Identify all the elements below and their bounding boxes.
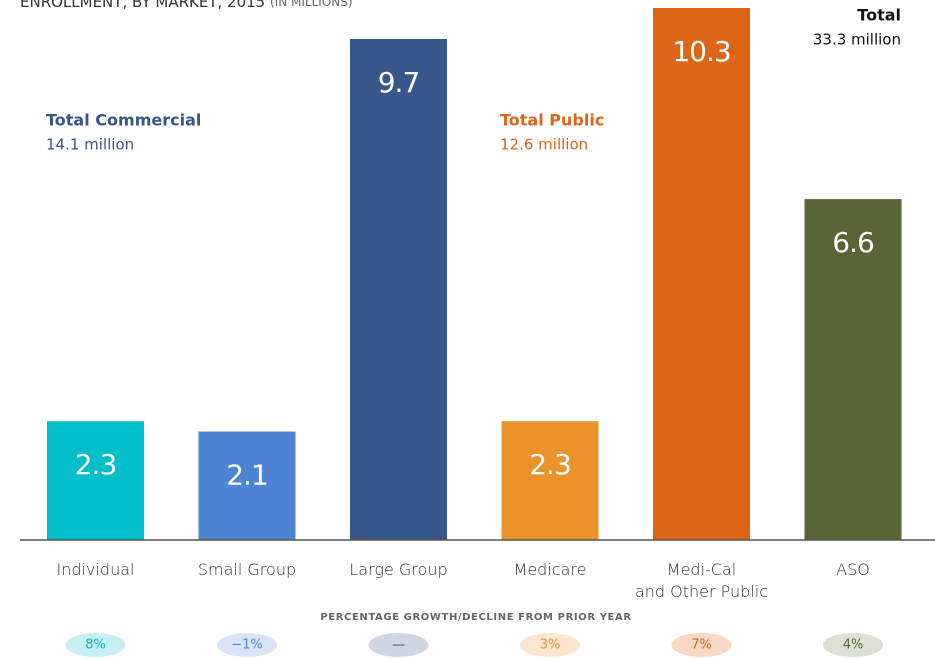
x-tick-label: Medi-Cal and Other Public bbox=[635, 560, 768, 601]
bar bbox=[501, 421, 599, 540]
x-tick-label: Large Group bbox=[349, 560, 447, 579]
value-label: 2.1 bbox=[226, 459, 268, 492]
annotation-text: 33.3 million bbox=[813, 31, 901, 49]
x-tick-label: Small Group bbox=[198, 560, 296, 579]
growth-label: — bbox=[392, 638, 405, 653]
growth-label: −1% bbox=[231, 638, 263, 653]
value-label: 2.3 bbox=[75, 448, 117, 481]
bar bbox=[350, 38, 447, 540]
growth-title: PERCENTAGE GROWTH/DECLINE FROM PRIOR YEA… bbox=[320, 612, 631, 623]
x-tick-label: Medicare bbox=[514, 560, 587, 579]
annotation-title: Total Commercial bbox=[46, 111, 201, 130]
growth-label: 3% bbox=[540, 638, 561, 653]
chart-title: ENROLLMENT, BY MARKET, 2015 (IN MILLIONS… bbox=[20, 0, 353, 11]
value-label: 9.7 bbox=[378, 66, 420, 99]
growth-pill bbox=[671, 633, 732, 657]
bar bbox=[47, 421, 144, 540]
x-tick-label: Individual bbox=[57, 560, 135, 579]
growth-pill bbox=[823, 633, 883, 657]
bar bbox=[198, 431, 296, 540]
title: ENROLLMENT, BY MARKET, 2015 bbox=[20, 0, 265, 11]
subtitle: (IN MILLIONS) bbox=[270, 0, 353, 9]
annotation-title: Total Public bbox=[500, 111, 604, 130]
growth-pill bbox=[520, 633, 580, 657]
annotation-text: 14.1 million bbox=[46, 136, 134, 154]
growth-label: 4% bbox=[843, 638, 864, 653]
value-label: 2.3 bbox=[529, 448, 571, 481]
x-tick-label: ASO bbox=[836, 560, 870, 579]
growth-pill bbox=[217, 633, 277, 657]
value-label: 10.3 bbox=[672, 35, 730, 68]
growth-pill bbox=[368, 633, 429, 657]
annotation-title: Total bbox=[857, 6, 901, 25]
growth-label: 7% bbox=[691, 638, 712, 653]
bar bbox=[804, 199, 902, 540]
value-label: 6.6 bbox=[832, 226, 874, 259]
growth-pill bbox=[65, 633, 126, 657]
growth-label: 8% bbox=[85, 638, 106, 653]
bar bbox=[653, 8, 750, 540]
annotation-text: 12.6 million bbox=[500, 136, 588, 154]
